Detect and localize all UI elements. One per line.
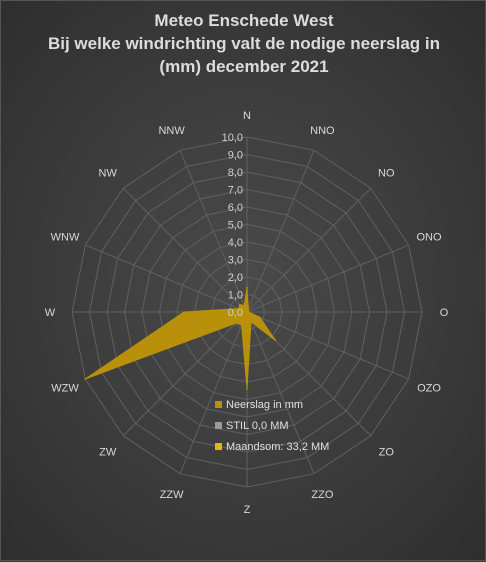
data-point-n [246,286,248,289]
grid-spoke-ono [246,244,409,313]
tick-label: 2,0 [228,272,243,284]
category-label-zzo: ZZO [311,489,333,501]
radar-series [84,286,277,390]
category-label-wzw: WZW [51,382,79,394]
radar-grid [71,136,423,488]
chart-title: Meteo Enschede West Bij welke windrichti… [1,9,486,78]
category-label-ozo: OZO [417,382,441,394]
grid-spoke-nno [246,150,315,313]
grid-spoke-no [246,187,372,313]
data-point-nw [238,303,241,306]
radar-tick-labels: 0,0 1,0 2,0 3,0 4,0 5,0 6,0 7,0 8,0 9,0 10,0 [222,132,243,319]
category-label-nw: NW [99,168,118,180]
legend-label-0: Neerslag in mm [226,399,303,411]
legend-swatch-2 [215,443,222,450]
tick-label: 5,0 [228,220,243,232]
data-point-wzw [84,378,87,380]
grid-spoke-zw [122,311,248,437]
data-point-o [247,311,250,313]
chart-title-line-1: Meteo Enschede West [154,11,334,30]
category-label-nno: NNO [310,125,335,137]
grid-spoke-nnw [179,150,248,313]
tick-label: 6,0 [228,202,243,214]
tick-label: 1,0 [228,290,243,302]
category-label-zzw: ZZW [160,489,184,501]
grid-spoke-zzo [246,311,315,474]
chart-title-line-2: Bij welke windrichting valt de nodige ne… [47,34,441,53]
tick-label: 4,0 [228,237,243,249]
tick-label: 9,0 [228,150,243,162]
category-label-zo: ZO [379,446,395,458]
legend-label-2: Maandsom: 33,2 MM [226,441,329,453]
category-label-zw: ZW [99,446,117,458]
grid-spoke-wnw [85,244,248,313]
chart-title-line-3: (mm) december 2021 [159,57,329,76]
tick-label: 0,0 [228,307,243,319]
legend-label-1: STIL 0,0 MM [226,420,289,432]
category-label-o: O [440,307,449,319]
category-label-wnw: WNW [51,232,80,244]
series-area-0 [85,287,276,390]
category-label-z: Z [244,504,251,516]
data-point-wnw [238,307,240,310]
data-point-w [183,311,185,313]
data-point-nnw [243,304,246,307]
tick-label: 7,0 [228,185,243,197]
data-point-zo [274,339,277,342]
radar-category-labels: N NNO NO ONO O OZO ZO ZZO Z ZZW ZW WZW W WNW NW NNW [45,110,449,516]
data-point-zzw [240,324,243,326]
category-label-n: N [243,110,251,122]
tick-label: 8,0 [228,167,243,179]
legend-swatch-1 [215,422,222,429]
grid-spoke-ozo [246,311,409,380]
data-point-zzo [250,320,252,323]
data-point-ozo [259,316,261,319]
category-label-w: W [45,307,56,319]
data-point-nno [247,307,250,310]
category-label-no: NO [378,168,395,180]
grid-spoke-zzw [179,311,248,474]
legend: Neerslag in mm STIL 0,0 MM Maandsom: 33,2 … [215,399,329,453]
data-point-zw [235,322,237,324]
legend-swatch-0 [215,401,222,408]
tick-label: 10,0 [222,132,243,144]
data-point-z [246,388,248,390]
grid-spoke-nw [122,187,248,313]
category-label-nnw: NNW [158,125,185,137]
category-label-ono: ONO [416,232,442,244]
tick-label: 3,0 [228,255,243,267]
